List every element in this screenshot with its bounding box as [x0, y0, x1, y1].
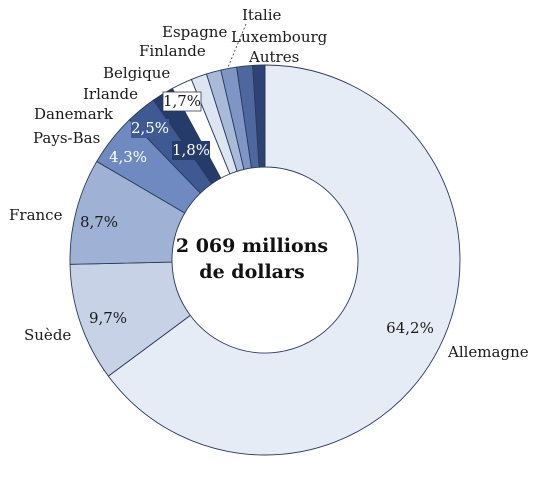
category-label-france: France — [9, 206, 63, 224]
percent-box-irlande — [172, 141, 210, 160]
percent-labels: 64,2% 9,7% 8,7% 4,3% 2,5%1,8% 1,7% — [80, 91, 434, 337]
slices — [69, 64, 461, 456]
percent-label-suede: 9,7% — [89, 309, 127, 327]
percent-label-belgique: 1,7% — [163, 92, 201, 110]
category-label-espagne: Espagne — [162, 23, 227, 41]
percent-label-danemark: 2,5% — [131, 119, 169, 137]
percent-box-danemark — [131, 119, 169, 138]
percent-label-pays-bas: 4,3% — [109, 148, 147, 166]
category-label-pays-bas: Pays-Bas — [33, 129, 100, 147]
category-label-italie: Italie — [242, 6, 281, 24]
percent-box-belgique — [162, 91, 202, 112]
category-label-suede: Suède — [24, 326, 71, 344]
category-label-allemagne: Allemagne — [447, 343, 529, 361]
percent-label-irlande: 1,8% — [172, 141, 210, 159]
category-label-autres: Autres — [248, 48, 299, 66]
category-label-belgique: Belgique — [103, 64, 170, 82]
center-line-1: 2 069 millions — [176, 235, 328, 257]
category-label-danemark: Danemark — [34, 105, 114, 123]
category-label-finlande: Finlande — [139, 42, 206, 60]
slice-autres — [252, 64, 266, 168]
category-label-luxembourg: Luxembourg — [231, 28, 328, 46]
category-label-irlande: Irlande — [83, 85, 138, 103]
center-line-2: de dollars — [199, 261, 304, 283]
category-labels: Allemagne Suède France Pays-Bas Danemark Irla… — [9, 6, 529, 361]
percent-label-allemagne: 64,2% — [386, 319, 434, 337]
percent-label-france: 8,7% — [80, 213, 118, 231]
slice-allemagne — [107, 64, 461, 456]
